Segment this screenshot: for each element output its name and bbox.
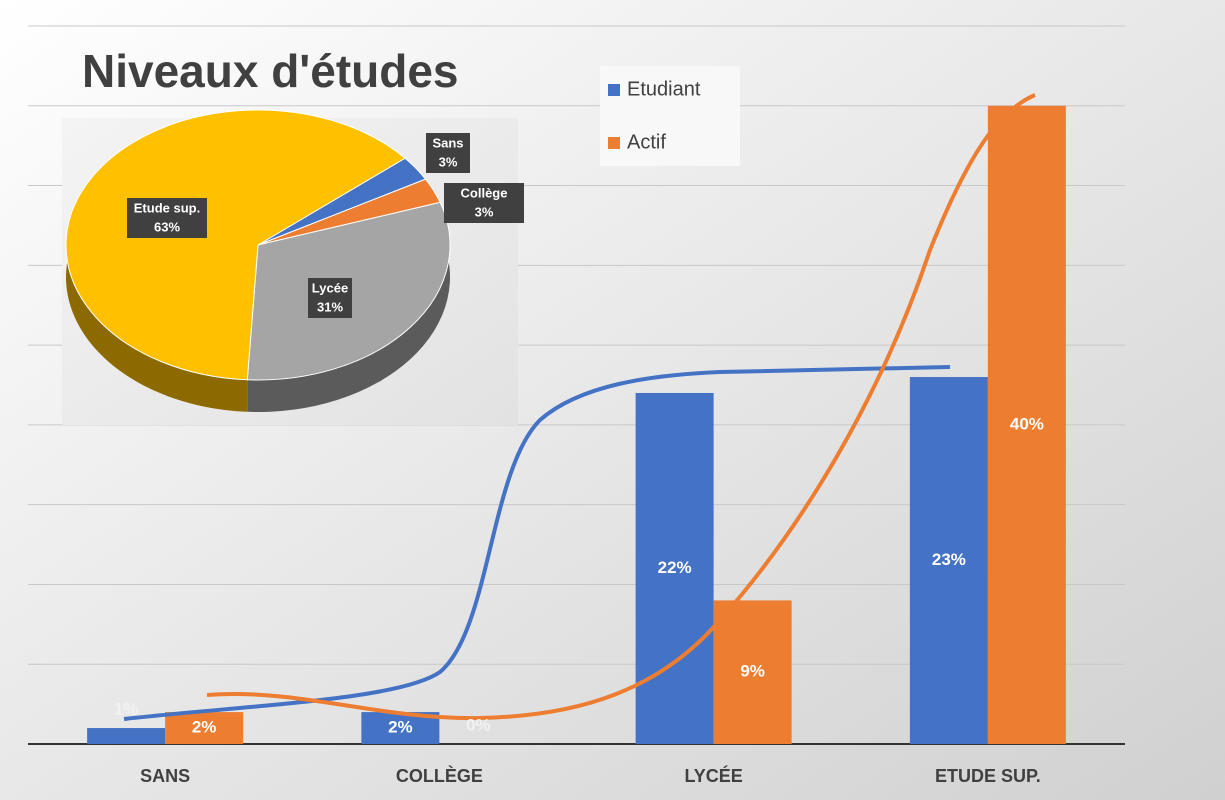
legend-swatch [608, 137, 620, 149]
pie-category-label: Collège [461, 185, 508, 200]
bar [165, 712, 244, 744]
value-label: 2% [388, 718, 413, 737]
pie-label-box [127, 198, 207, 238]
value-label: 9% [740, 662, 765, 681]
trend-line [206, 93, 1036, 721]
value-label: 40% [1010, 414, 1044, 433]
value-label: 0% [466, 715, 491, 734]
x-tick-label: SANS [140, 766, 190, 786]
bar [909, 377, 988, 744]
trend-line [123, 365, 951, 721]
pie-category-label: Sans [432, 135, 463, 150]
value-labels: SANS 1% 2% COLLÈGE 2% 0% LYCÉE 22% 9% ETUDE SUP. 2… [114, 414, 1044, 785]
legend-box [600, 66, 740, 166]
value-label: 2% [192, 718, 217, 737]
pie: Sans 3% Collège 3% Lycée 31% Etude sup. 63% [65, 109, 524, 412]
legend-label: Actif [627, 131, 666, 153]
x-tick-label: LYCÉE [684, 765, 742, 786]
pie-category-label: Etude sup. [134, 200, 200, 215]
pie-category-label: Lycée [312, 280, 348, 295]
slice [65, 109, 406, 381]
pie-value-label: 63% [154, 219, 180, 234]
x-tick-label: ETUDE SUP. [935, 766, 1041, 786]
slice-side [247, 202, 451, 412]
pie-value-label: 31% [317, 299, 343, 314]
value-label: 22% [658, 558, 692, 577]
pie-value-label: 3% [439, 154, 458, 169]
pie-label-box [426, 133, 470, 173]
chart-title: Niveaux d'études [82, 45, 459, 97]
bar [635, 392, 714, 744]
legend: Etudiant Actif [608, 78, 701, 153]
value-label: 23% [932, 550, 966, 569]
legend-label: Etudiant [627, 78, 701, 100]
pie-label-box [444, 183, 524, 223]
bar [987, 105, 1066, 745]
bars [87, 105, 1066, 745]
pie-label-box [308, 278, 352, 318]
legend-swatch [608, 84, 620, 96]
bar [87, 728, 166, 744]
x-tick-label: COLLÈGE [396, 765, 483, 786]
value-label: 1% [114, 700, 139, 719]
pie-value-label: 3% [475, 204, 494, 219]
bar [713, 600, 792, 744]
